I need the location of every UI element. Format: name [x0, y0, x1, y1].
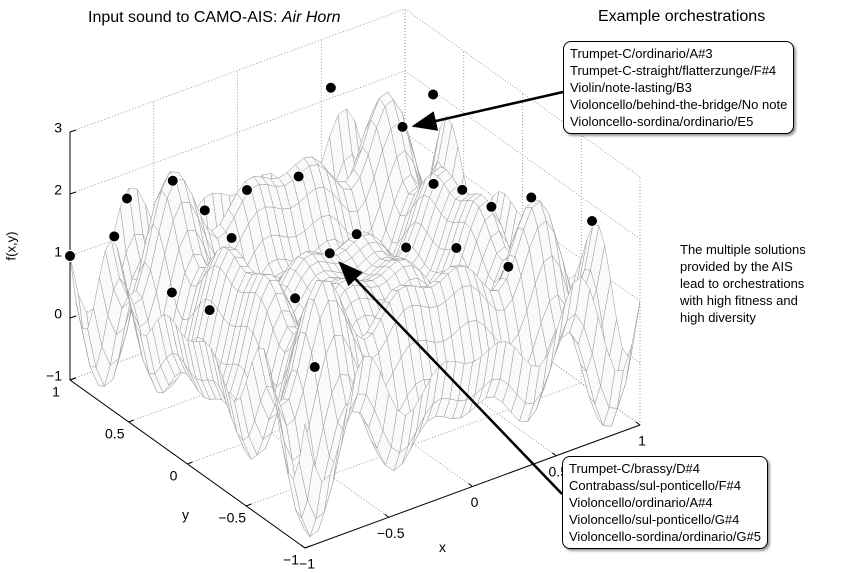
- y-tick-label: −0.5: [218, 510, 246, 526]
- solution-point: [225, 231, 238, 244]
- z-tick-label: −1: [46, 368, 62, 384]
- y-tick: [128, 419, 134, 423]
- x-tick-label: −0.5: [377, 525, 405, 541]
- surface-cell: [69, 255, 85, 341]
- text-line: Violoncello-sordina/ordinario/E5: [570, 114, 754, 129]
- text-line: Violoncello/behind-the-bridge/No note: [570, 97, 788, 112]
- note: The multiple solutions provided by the AI…: [680, 241, 806, 326]
- solution-point: [400, 241, 413, 254]
- text-line: Trumpet-C/ordinario/A#3: [570, 46, 713, 61]
- text-line: lead to orchestrations: [680, 276, 805, 291]
- x-axis-label: x: [439, 539, 446, 555]
- arrow: [338, 261, 563, 495]
- x-tick: [468, 483, 473, 487]
- solution-point: [198, 204, 211, 217]
- solution-point: [64, 250, 76, 262]
- y-tick-label: −1: [283, 552, 299, 568]
- solution-point: [525, 191, 538, 204]
- x-tick: [635, 421, 641, 426]
- z-axis-label: f(x,y): [3, 232, 18, 261]
- grid-line: [404, 8, 641, 178]
- solution-point: [108, 230, 121, 243]
- x-tick: [384, 513, 390, 518]
- z-tick: [69, 315, 77, 319]
- y-tick-label: 0.5: [105, 426, 125, 442]
- text-line: Violin/note-lasting/B3: [570, 80, 692, 95]
- text-line: Violoncello/ordinario/A#4: [569, 495, 713, 510]
- surface-cell: [298, 423, 314, 500]
- title-italic: Air Horn: [281, 9, 341, 26]
- z-tick-label: 2: [54, 182, 62, 198]
- z-tick: [69, 129, 77, 133]
- solution-point: [427, 88, 440, 101]
- text-line: Trumpet-C/brassy/D#4: [569, 461, 700, 476]
- y-tick-label: 0: [170, 468, 178, 484]
- solution-point: [241, 184, 253, 197]
- z-tick: [69, 377, 77, 381]
- surface: [69, 91, 641, 538]
- text-line: Violoncello-sordina/ordinario/G#5: [569, 529, 761, 544]
- solution-point: [203, 304, 216, 317]
- y-tick: [187, 461, 193, 465]
- y-tick-label: 1: [52, 384, 60, 400]
- solution-point: [456, 183, 469, 196]
- solution-point: [121, 192, 133, 205]
- callout-box: Trumpet-C/ordinario/A#3 Trumpet-C-straigh…: [563, 41, 795, 134]
- header: Example orchestrations: [598, 8, 766, 25]
- text-line: with high fitness and: [680, 293, 798, 308]
- solution-point: [350, 228, 363, 241]
- grid-line: [69, 8, 406, 133]
- x-tick-label: 0: [471, 494, 479, 510]
- z-tick: [69, 191, 77, 195]
- callout-box: Trumpet-C/brassy/D#4 Contrabass/sul-ponti…: [562, 456, 768, 549]
- solution-point: [323, 247, 336, 260]
- z-tick-label: 0: [54, 306, 62, 322]
- z-tick-label: 3: [54, 120, 62, 136]
- solution-point: [308, 361, 321, 374]
- x-tick-label: 1: [638, 433, 646, 449]
- solution-point: [396, 120, 409, 133]
- text-line: provided by the AIS: [680, 259, 793, 274]
- solution-point: [502, 260, 515, 273]
- solution-point: [289, 292, 302, 305]
- grid-line: [69, 70, 406, 195]
- text-line: Trumpet-C-straight/flatterzunge/F#4: [570, 63, 777, 78]
- solution-point: [292, 170, 305, 183]
- y-tick: [304, 545, 311, 549]
- x-tick-label: −1: [299, 556, 315, 572]
- text-line: Contrabass/sul-ponticello/F#4: [569, 478, 741, 493]
- y-tick: [246, 503, 252, 507]
- solution-point: [485, 200, 498, 213]
- y-axis-label: y: [182, 507, 189, 523]
- arrow: [411, 90, 564, 131]
- solution-point: [165, 286, 178, 299]
- solution-point: [450, 241, 463, 254]
- text-line: Violoncello/sul-ponticello/G#4: [569, 512, 740, 527]
- solution-point: [586, 215, 599, 228]
- x-tick: [551, 452, 557, 457]
- solution-point: [166, 174, 179, 187]
- text-line: The multiple solutions: [680, 242, 806, 257]
- solution-point: [324, 81, 337, 94]
- text-line: high diversity: [680, 310, 756, 325]
- chart-title: Input sound to CAMO-AIS: Air Horn: [88, 9, 341, 26]
- x-tick: [300, 544, 306, 549]
- z-tick-label: 1: [54, 244, 62, 260]
- title-text: Input sound to CAMO-AIS:: [88, 9, 277, 26]
- solution-point: [427, 177, 440, 190]
